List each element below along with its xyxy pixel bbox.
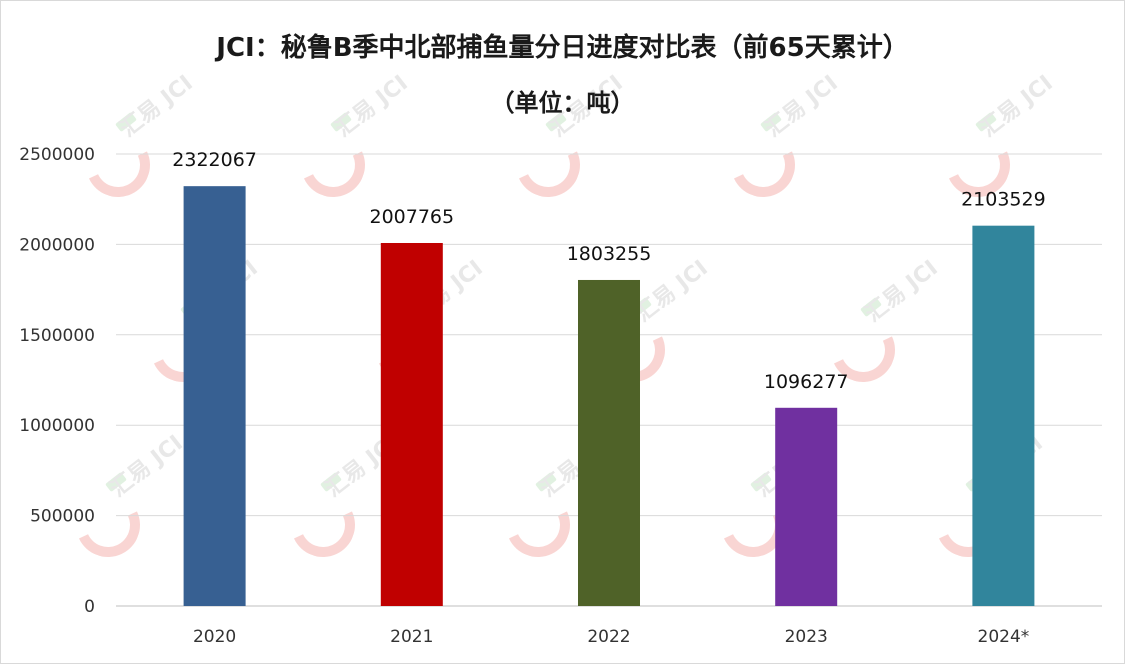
y-tick-label: 2000000 (19, 235, 95, 255)
x-tick-label: 2024* (978, 627, 1030, 647)
bar-2020 (183, 186, 246, 606)
bar-2022 (578, 279, 640, 606)
bar-2023 (775, 407, 838, 606)
chart-title: JCI：秘鲁B季中北部捕鱼量分日进度对比表（前65天累计） (216, 33, 909, 63)
data-label: 1096277 (764, 371, 849, 393)
bar-2024* (972, 225, 1035, 607)
x-tick-label: 2022 (587, 627, 630, 647)
x-tick-label: 2021 (390, 627, 433, 647)
data-label: 2322067 (172, 149, 257, 171)
y-tick-label: 500000 (30, 507, 95, 527)
y-tick-label: 0 (84, 597, 95, 617)
chart-subtitle: （单位：吨） (490, 89, 635, 117)
x-tick-label: 2020 (193, 627, 236, 647)
data-label: 1803255 (567, 243, 652, 265)
x-tick-label: 2023 (785, 627, 828, 647)
y-tick-label: 2500000 (19, 145, 95, 165)
y-tick-label: 1000000 (19, 416, 95, 436)
bar-2021 (380, 242, 443, 606)
y-tick-label: 1500000 (19, 326, 95, 346)
data-label: 2007765 (369, 206, 454, 228)
data-label: 2103529 (961, 189, 1046, 211)
